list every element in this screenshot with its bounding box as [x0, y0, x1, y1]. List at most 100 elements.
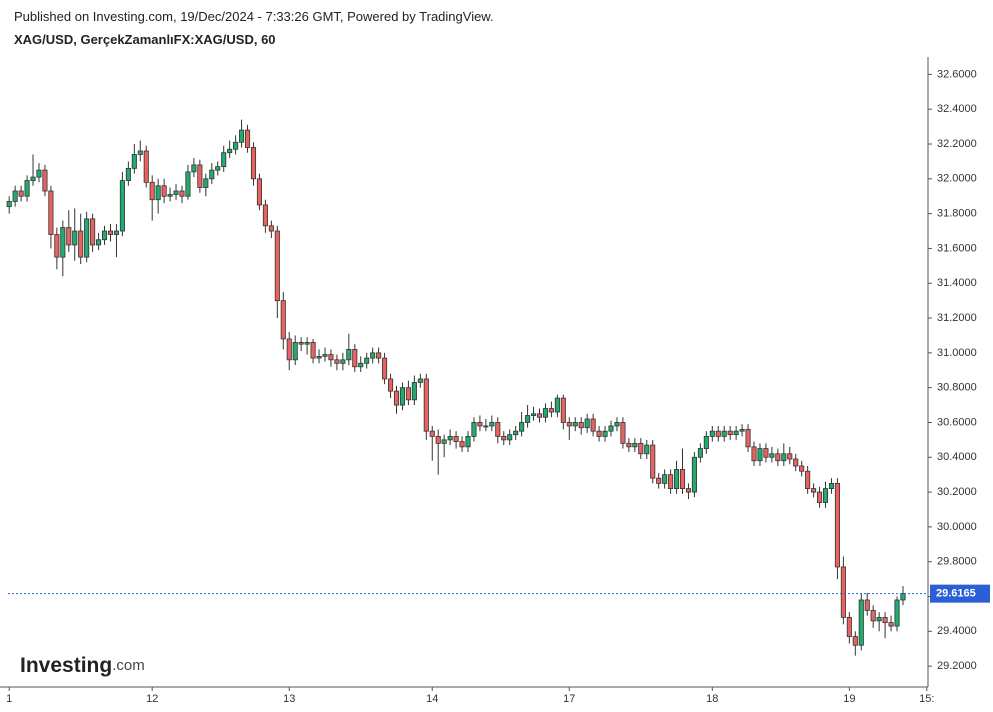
x-tick-label: 13 — [283, 693, 295, 705]
candle-body — [525, 415, 531, 423]
y-tick-label: 31.0000 — [937, 347, 977, 359]
candle-body — [513, 430, 519, 436]
candle-body — [614, 422, 620, 427]
candle-body — [280, 300, 286, 340]
candle-body — [292, 342, 298, 361]
candle-body — [411, 382, 417, 401]
candle-body — [167, 194, 173, 197]
symbol-title: XAG/USD, GerçekZamanlıFX:XAG/USD, 60 — [14, 32, 276, 47]
candle-body — [54, 234, 60, 258]
candle-body — [101, 230, 108, 241]
candle-body — [221, 152, 227, 168]
candle-body — [215, 166, 221, 171]
candle-body — [328, 354, 334, 361]
candle-body — [727, 430, 733, 436]
candle-body — [757, 448, 763, 462]
candle-body — [519, 422, 525, 432]
candle-body — [155, 185, 161, 201]
candle-body — [113, 230, 119, 235]
y-tick-label: 32.0000 — [937, 173, 977, 185]
y-tick-label: 30.8000 — [937, 382, 977, 394]
y-tick-label: 31.6000 — [937, 242, 977, 254]
candle-body — [96, 239, 102, 246]
y-tick-label: 31.4000 — [937, 277, 977, 289]
candle-body — [811, 488, 817, 493]
candle-body — [316, 355, 322, 359]
candle-body — [376, 352, 382, 359]
candle-body — [233, 141, 239, 150]
last-price-label: 29.6165 — [936, 588, 976, 600]
y-tick-label: 29.4000 — [937, 625, 977, 637]
candle-body — [256, 178, 262, 206]
candle-body — [721, 430, 727, 437]
candle-body — [453, 435, 459, 443]
candle-body — [584, 418, 590, 429]
candle-body — [781, 453, 787, 462]
candle-body — [507, 434, 513, 441]
candle-body — [227, 148, 233, 154]
candle-body — [894, 599, 900, 627]
candle-body — [310, 342, 316, 359]
candle-body — [733, 430, 739, 436]
x-tick-label: 19 — [843, 693, 855, 705]
candle-body — [119, 180, 125, 232]
candle-body — [822, 488, 829, 503]
candle-body — [90, 218, 96, 246]
candle-body — [66, 227, 72, 246]
candle-body — [852, 636, 858, 646]
candle-body — [602, 430, 608, 437]
candle-body — [691, 456, 697, 493]
candle-body — [24, 180, 30, 197]
logo-suffix: .com — [112, 657, 145, 674]
candle-body — [864, 599, 870, 611]
candle-body — [703, 435, 709, 449]
x-tick-label: 14 — [426, 693, 438, 705]
candle-body — [387, 378, 394, 392]
candle-body — [197, 164, 203, 188]
candle-body — [78, 230, 84, 258]
candle-body — [858, 599, 864, 646]
candle-body — [751, 446, 757, 462]
candle-body — [739, 429, 745, 432]
candle-body — [250, 147, 257, 180]
candle-body — [489, 422, 495, 427]
candle-body — [185, 171, 191, 197]
candle-body — [888, 622, 894, 627]
candle-body — [679, 469, 686, 490]
candle-body — [459, 441, 465, 448]
candle-body — [674, 469, 680, 490]
candle-body — [435, 435, 441, 444]
candle-body — [107, 230, 114, 235]
logo: Investing.com — [20, 654, 145, 677]
candle-body — [137, 150, 143, 155]
candle-body — [846, 616, 852, 637]
candle-body — [620, 422, 626, 444]
candle-body — [495, 422, 501, 437]
candle-body — [626, 442, 632, 448]
candle-body — [42, 169, 48, 192]
candle-body — [685, 488, 692, 493]
candle-body — [30, 176, 36, 181]
candle-body — [286, 338, 292, 361]
last-price-box — [930, 584, 990, 603]
candle-body — [417, 378, 423, 383]
candle-body — [638, 442, 644, 455]
candle-body — [828, 482, 835, 490]
candle-body — [709, 430, 715, 437]
candle-body — [650, 444, 656, 479]
candle-body — [161, 185, 167, 197]
candle-body — [447, 435, 453, 441]
candle-body — [554, 397, 560, 413]
candle-body — [352, 348, 358, 368]
candle-body — [149, 181, 155, 201]
y-tick-label: 31.8000 — [937, 208, 977, 220]
candle-body — [697, 448, 703, 458]
candle-body — [596, 430, 602, 437]
candle-body — [6, 201, 12, 208]
candle-body — [787, 453, 793, 460]
candle-body — [298, 342, 304, 345]
candle-body — [203, 178, 209, 188]
candle-body — [36, 169, 42, 178]
y-tick-label: 30.6000 — [937, 416, 977, 428]
